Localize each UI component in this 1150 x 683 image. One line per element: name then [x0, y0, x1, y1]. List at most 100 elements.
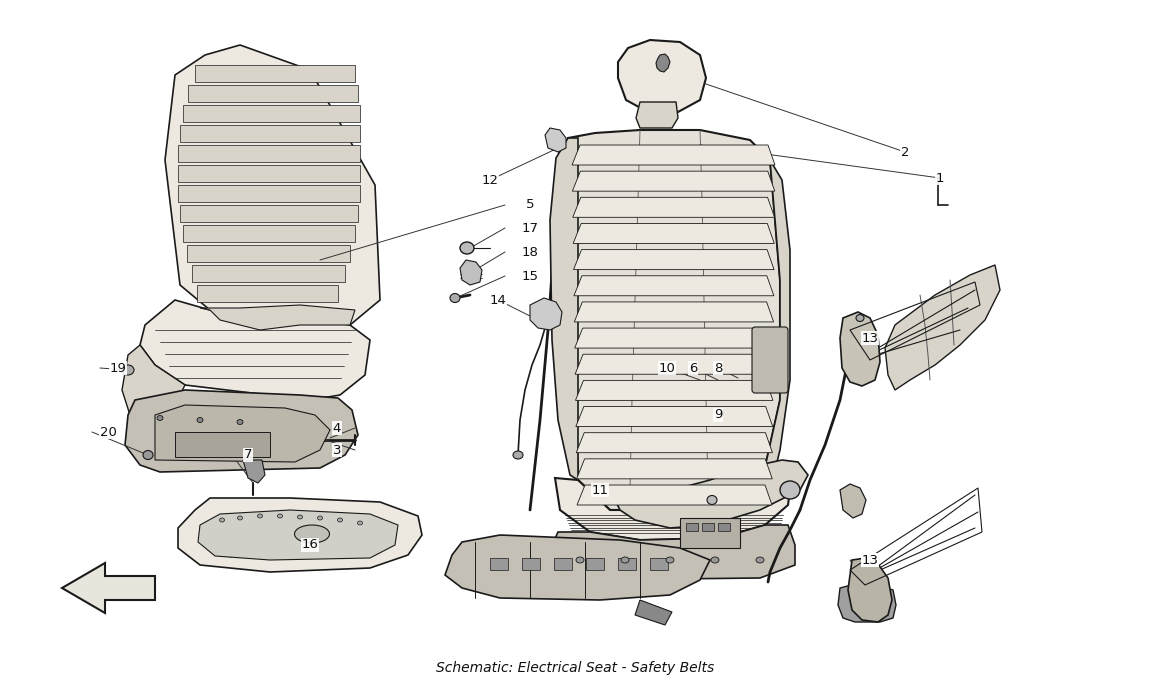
Ellipse shape [122, 365, 135, 375]
Text: 2: 2 [900, 145, 910, 158]
Text: 14: 14 [490, 294, 506, 307]
Polygon shape [197, 285, 338, 302]
Ellipse shape [197, 417, 204, 423]
Polygon shape [576, 433, 773, 453]
Polygon shape [198, 510, 398, 560]
Ellipse shape [756, 557, 764, 563]
Ellipse shape [158, 415, 163, 421]
Ellipse shape [621, 557, 629, 563]
Ellipse shape [337, 518, 343, 522]
Polygon shape [848, 558, 892, 622]
Polygon shape [200, 305, 355, 330]
Polygon shape [178, 185, 360, 202]
Polygon shape [125, 390, 358, 472]
Polygon shape [636, 102, 678, 128]
Polygon shape [183, 225, 355, 242]
Ellipse shape [358, 521, 362, 525]
Ellipse shape [143, 451, 153, 460]
Polygon shape [181, 125, 360, 142]
Polygon shape [572, 145, 775, 165]
Bar [554, 558, 572, 570]
Polygon shape [155, 405, 330, 462]
Polygon shape [575, 354, 773, 374]
Polygon shape [196, 65, 355, 82]
Polygon shape [62, 563, 155, 613]
Polygon shape [577, 485, 772, 505]
Ellipse shape [666, 557, 674, 563]
Polygon shape [576, 459, 773, 479]
Polygon shape [555, 478, 790, 540]
Ellipse shape [317, 516, 322, 520]
Ellipse shape [513, 451, 523, 459]
Polygon shape [187, 85, 358, 102]
Ellipse shape [277, 514, 283, 518]
Polygon shape [760, 160, 790, 490]
Text: 8: 8 [714, 361, 722, 374]
Text: 13: 13 [861, 553, 879, 566]
Bar [718, 523, 730, 531]
Text: 10: 10 [659, 361, 675, 374]
Text: 5: 5 [526, 199, 535, 212]
FancyBboxPatch shape [752, 327, 788, 393]
Polygon shape [122, 345, 185, 425]
Polygon shape [576, 406, 773, 427]
Bar [490, 558, 508, 570]
Polygon shape [573, 223, 774, 243]
Text: 11: 11 [591, 484, 608, 497]
Ellipse shape [576, 557, 584, 563]
Polygon shape [886, 265, 1000, 390]
FancyBboxPatch shape [680, 518, 739, 548]
Bar [586, 558, 604, 570]
Polygon shape [243, 460, 264, 483]
Text: Schematic: Electrical Seat - Safety Belts: Schematic: Electrical Seat - Safety Belt… [436, 661, 714, 675]
Ellipse shape [237, 419, 243, 425]
Bar [618, 558, 636, 570]
Text: 9: 9 [714, 408, 722, 421]
Polygon shape [568, 130, 780, 510]
Ellipse shape [294, 525, 330, 543]
Polygon shape [183, 105, 360, 122]
Text: 17: 17 [521, 221, 538, 234]
Polygon shape [573, 197, 775, 217]
Polygon shape [178, 498, 422, 572]
Text: 3: 3 [332, 443, 342, 456]
Polygon shape [187, 245, 350, 262]
Polygon shape [178, 165, 360, 182]
Ellipse shape [856, 314, 864, 322]
Ellipse shape [220, 518, 224, 522]
Text: 18: 18 [522, 245, 538, 258]
Polygon shape [545, 128, 566, 152]
Polygon shape [140, 300, 370, 400]
Polygon shape [840, 484, 866, 518]
Text: 13: 13 [861, 553, 879, 566]
Polygon shape [445, 535, 710, 600]
Ellipse shape [707, 495, 716, 505]
Bar [522, 558, 540, 570]
Bar [650, 558, 668, 570]
Text: 20: 20 [100, 426, 116, 438]
Bar [175, 432, 270, 457]
Ellipse shape [450, 294, 460, 303]
Bar [687, 523, 698, 531]
Polygon shape [635, 600, 672, 625]
Polygon shape [530, 298, 562, 330]
Polygon shape [550, 525, 795, 580]
Polygon shape [656, 54, 670, 72]
Text: 16: 16 [301, 538, 319, 551]
Polygon shape [574, 249, 774, 270]
Ellipse shape [238, 516, 243, 520]
Ellipse shape [298, 515, 302, 519]
Text: 4: 4 [332, 421, 342, 434]
Ellipse shape [780, 481, 800, 499]
Text: 13: 13 [861, 331, 879, 344]
Polygon shape [192, 265, 345, 282]
Text: 19: 19 [109, 361, 126, 374]
Polygon shape [574, 302, 774, 322]
Ellipse shape [711, 557, 719, 563]
Polygon shape [573, 171, 775, 191]
Polygon shape [574, 276, 774, 296]
Polygon shape [460, 260, 482, 285]
Polygon shape [615, 460, 808, 528]
Polygon shape [840, 312, 880, 386]
Text: 15: 15 [521, 270, 538, 283]
